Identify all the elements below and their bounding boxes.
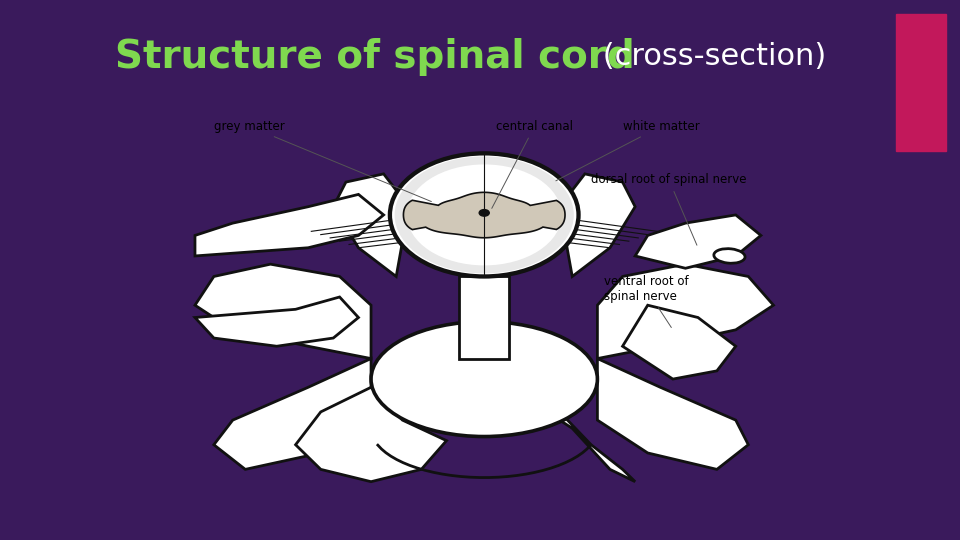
Bar [896, 14, 946, 151]
Circle shape [407, 165, 562, 265]
Polygon shape [195, 297, 358, 346]
Polygon shape [195, 264, 371, 359]
Polygon shape [296, 387, 446, 482]
Text: Structure of spinal cord: Structure of spinal cord [115, 38, 635, 76]
Polygon shape [560, 174, 636, 276]
Polygon shape [459, 276, 510, 359]
Polygon shape [195, 194, 384, 256]
Text: central canal: central canal [492, 120, 573, 208]
Polygon shape [403, 192, 565, 238]
Ellipse shape [371, 322, 597, 436]
Circle shape [390, 153, 579, 276]
Circle shape [395, 157, 574, 273]
Polygon shape [535, 387, 636, 482]
Polygon shape [597, 359, 749, 469]
Polygon shape [597, 264, 774, 359]
Polygon shape [622, 305, 735, 379]
Circle shape [479, 210, 490, 216]
Ellipse shape [714, 248, 745, 264]
Text: (cross-section): (cross-section) [593, 42, 827, 71]
Text: ventral root of
spinal nerve: ventral root of spinal nerve [604, 275, 688, 327]
Polygon shape [333, 174, 409, 276]
Text: dorsal root of spinal nerve: dorsal root of spinal nerve [591, 173, 747, 245]
Text: grey matter: grey matter [214, 120, 431, 201]
Polygon shape [214, 359, 371, 469]
Polygon shape [636, 215, 761, 268]
Text: white matter: white matter [556, 120, 699, 181]
